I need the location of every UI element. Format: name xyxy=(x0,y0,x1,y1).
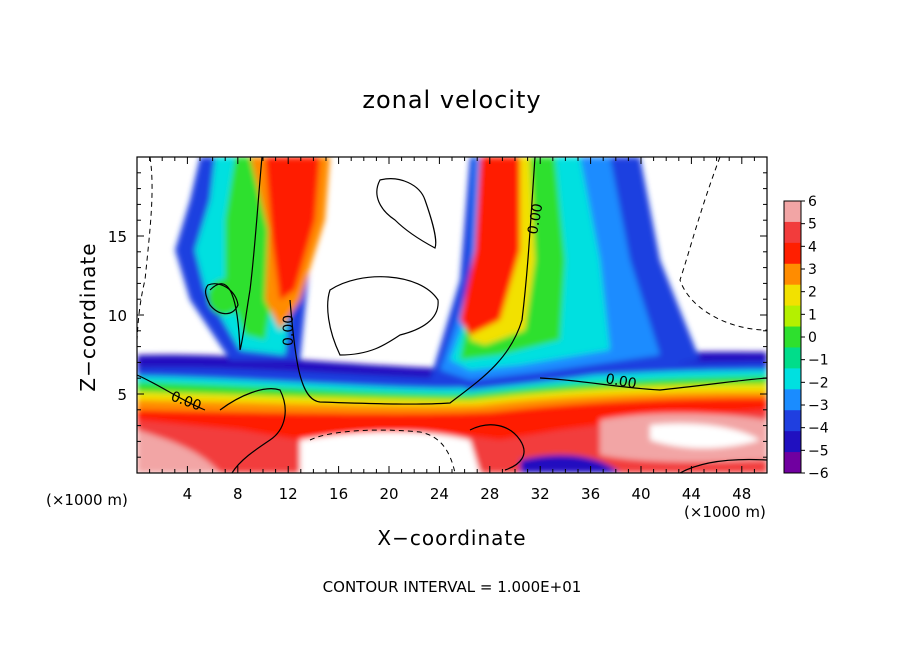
x-tick-label: 44 xyxy=(682,485,701,503)
colorbar: 6 5 4 3 2 1 0 −1 −2 −3 −4 −5 −6 xyxy=(783,194,829,482)
x-axis-label: X−coordinate xyxy=(377,526,527,550)
colorbar-label: −3 xyxy=(808,398,829,414)
colorbar-swatch xyxy=(784,410,801,432)
y-axis: 5 10 15 xyxy=(108,172,767,458)
colorbar-swatch xyxy=(784,368,801,390)
colorbar-label: 5 xyxy=(808,217,817,233)
x-tick-label: 12 xyxy=(279,485,298,503)
dashed-contours xyxy=(137,157,767,473)
colorbar-swatch xyxy=(784,221,801,244)
colorbar-label: −1 xyxy=(808,353,829,369)
colorbar-swatch xyxy=(784,431,801,453)
x-tick-label: 40 xyxy=(631,485,650,503)
y-tick-label: 5 xyxy=(117,386,127,404)
x-axis-unit: (×1000 m) xyxy=(684,503,766,521)
contour-label: 0.00 xyxy=(525,202,546,235)
colorbar-swatch xyxy=(784,326,801,348)
x-tick-label: 48 xyxy=(732,485,751,503)
x-tick-label: 20 xyxy=(379,485,398,503)
colorbar-swatch xyxy=(784,201,801,223)
contour-label: 0.00 xyxy=(281,315,297,346)
colorbar-swatch xyxy=(784,389,801,411)
contour-interval-note: CONTOUR INTERVAL = 1.000E+01 xyxy=(322,578,582,596)
colorbar-swatch xyxy=(784,263,801,286)
y-axis-unit: (×1000 m) xyxy=(46,491,128,509)
colorbar-label: −5 xyxy=(808,443,829,459)
colorbar-label: −4 xyxy=(808,421,829,437)
x-tick-label: 28 xyxy=(480,485,499,503)
x-tick-label: 36 xyxy=(581,485,600,503)
x-tick-label: 24 xyxy=(430,485,449,503)
y-tick-label: 10 xyxy=(108,307,127,325)
colorbar-swatch xyxy=(784,347,801,369)
velocity-field xyxy=(137,157,767,473)
colorbar-label: −2 xyxy=(808,375,829,391)
chart-title: zonal velocity xyxy=(362,86,542,114)
colorbar-label: 6 xyxy=(808,194,817,210)
colorbar-label: −6 xyxy=(808,466,829,482)
contour-label: 0.00 xyxy=(604,371,637,392)
colorbar-label: 4 xyxy=(808,239,817,255)
x-tick-label: 4 xyxy=(183,485,193,503)
colorbar-label: 2 xyxy=(808,285,817,301)
colorbar-label: 0 xyxy=(808,330,817,346)
x-tick-label: 32 xyxy=(531,485,550,503)
colorbar-swatch xyxy=(784,305,801,328)
colorbar-label: 3 xyxy=(808,262,817,278)
colorbar-swatch xyxy=(784,452,801,474)
x-tick-label: 8 xyxy=(233,485,243,503)
x-tick-label: 16 xyxy=(329,485,348,503)
x-axis: 4 8 12 16 20 24 28 32 36 40 44 48 xyxy=(136,157,768,503)
y-tick-label: 15 xyxy=(108,228,127,246)
colorbar-label: 1 xyxy=(808,307,817,323)
colorbar-swatch xyxy=(784,242,801,265)
contour-lines xyxy=(137,157,767,473)
colorbar-swatch xyxy=(784,284,801,307)
